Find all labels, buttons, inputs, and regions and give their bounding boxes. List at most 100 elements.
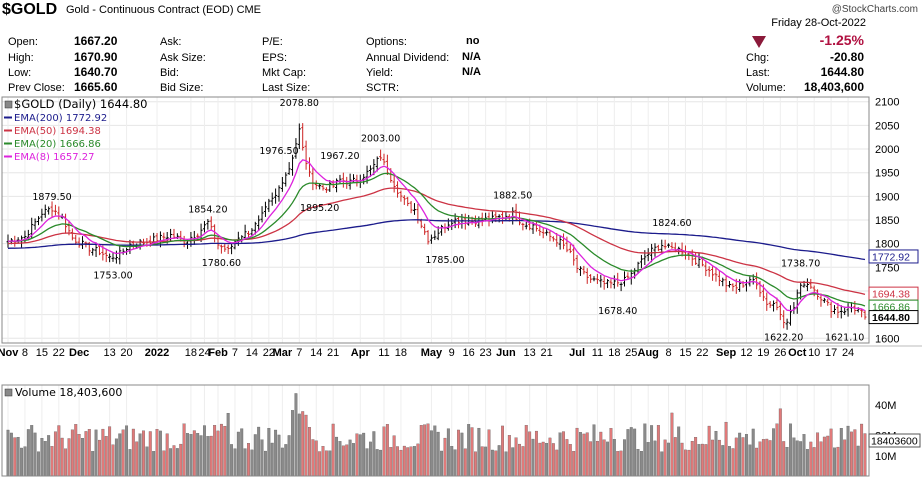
volume-label: Volume: [746, 82, 786, 94]
price-annotation: 2078.80 [280, 98, 319, 109]
volume-bar [175, 448, 179, 477]
volume-bar [795, 440, 799, 477]
volume-bar [247, 443, 250, 477]
volume-bar [677, 426, 681, 477]
volume-bar [314, 440, 318, 477]
volume-bar [734, 437, 738, 477]
price-annotation: 1753.00 [93, 271, 132, 282]
x-tick-label: Sep [716, 347, 736, 359]
volume-bar [243, 448, 247, 477]
y-tick-label: 1950 [875, 168, 899, 180]
volume-bar [626, 429, 630, 477]
volume-bar [670, 412, 674, 477]
volume-bar [748, 444, 752, 477]
open-label: Open: [8, 36, 38, 48]
x-tick-label: 7 [232, 347, 238, 359]
volume-bar [741, 437, 745, 477]
high-label: High: [8, 52, 34, 64]
last-value: 1644.80 [820, 65, 864, 79]
volume-bar [551, 443, 555, 477]
volume-bar [429, 430, 433, 477]
volume-bar [406, 447, 410, 477]
volume-bar [633, 428, 637, 477]
volume-bar [799, 441, 803, 477]
y-tick-label: 1800 [875, 239, 899, 251]
volume-bar [23, 446, 27, 477]
volume-bar [744, 434, 748, 477]
ask-label: Ask: [160, 36, 182, 48]
x-tick-label: 26 [774, 347, 786, 359]
volume-bar [426, 423, 430, 477]
price-tag-label: 1694.38 [872, 289, 910, 301]
volume-bar [518, 443, 521, 477]
volume-bar [450, 446, 454, 477]
volume-bar [850, 431, 853, 477]
y-tick-label: 2000 [875, 144, 899, 156]
legend-entry: EMA(8) 1657.27 [14, 152, 94, 163]
volume-bar [230, 444, 234, 477]
volume-bar [487, 429, 491, 477]
volume-bar [765, 438, 769, 477]
x-tick-label: 18 [395, 347, 407, 359]
volume-bar [457, 429, 460, 477]
volume-bar [213, 425, 217, 477]
price-annotation: 1976.50 [259, 146, 298, 157]
volume-bar [399, 449, 403, 477]
x-tick-label: Jun [496, 347, 516, 359]
volume-bar [504, 451, 508, 477]
volume-bar [717, 439, 721, 477]
price-annotation: 1622.20 [764, 333, 803, 344]
volume-bar [304, 414, 308, 477]
sctr-label: SCTR: [366, 82, 399, 94]
volume-bar [507, 435, 511, 477]
legend-entry: EMA(200) 1772.92 [14, 113, 107, 124]
volume-bar [253, 434, 257, 477]
volume-bar [402, 445, 406, 477]
legend-swatch [4, 100, 13, 109]
x-tick-label: 12 [740, 347, 752, 359]
price-annotation: 1967.20 [320, 151, 359, 162]
volume-bar [138, 433, 142, 477]
volume-bar [321, 446, 325, 477]
price-tag-box [868, 310, 919, 325]
volume-bar [599, 431, 603, 477]
price-annotation: 1879.50 [32, 192, 71, 203]
volume-bar [724, 421, 728, 477]
price-annotation: 1785.00 [425, 255, 464, 266]
volume-bar [294, 393, 298, 477]
quote-date: Friday 28-Oct-2022 [771, 17, 866, 29]
volume-bar [358, 434, 362, 477]
volume-bar [301, 411, 305, 477]
x-tick-label: Feb [208, 347, 228, 359]
pe-label: P/E: [262, 36, 283, 48]
volume-bar [135, 441, 139, 477]
x-tick-label: Oct [788, 347, 807, 359]
volume-bar [152, 451, 156, 477]
chg-value: -20.80 [829, 50, 864, 64]
volume-bar [409, 446, 413, 477]
volume-bar [707, 425, 711, 477]
x-tick-label: 18 [185, 347, 197, 359]
price-panel-frame [1, 96, 870, 344]
low-label: Low: [8, 67, 32, 79]
volume-bar [650, 425, 654, 477]
chg-label: Chg: [746, 52, 770, 64]
volume-bar [467, 424, 471, 477]
volume-bar [57, 425, 61, 477]
price-annotation: 1824.60 [652, 218, 691, 229]
ema200-line [7, 219, 866, 261]
volume-bar [623, 439, 626, 477]
volume-bar [223, 425, 227, 477]
volume-bar [443, 437, 447, 477]
volume-bar [711, 439, 715, 477]
x-tick-label: 23 [479, 347, 491, 359]
volume-bar [392, 435, 396, 477]
grid-lines [2, 97, 869, 476]
volume-bar [656, 425, 660, 477]
volume-bar [636, 449, 640, 477]
volume-bar [372, 431, 376, 477]
volume-bar [619, 450, 623, 477]
chart-labels: 1600165017001750180018501900195020002050… [0, 97, 921, 463]
volume-bar [538, 442, 542, 477]
down-arrow-icon [752, 36, 766, 48]
